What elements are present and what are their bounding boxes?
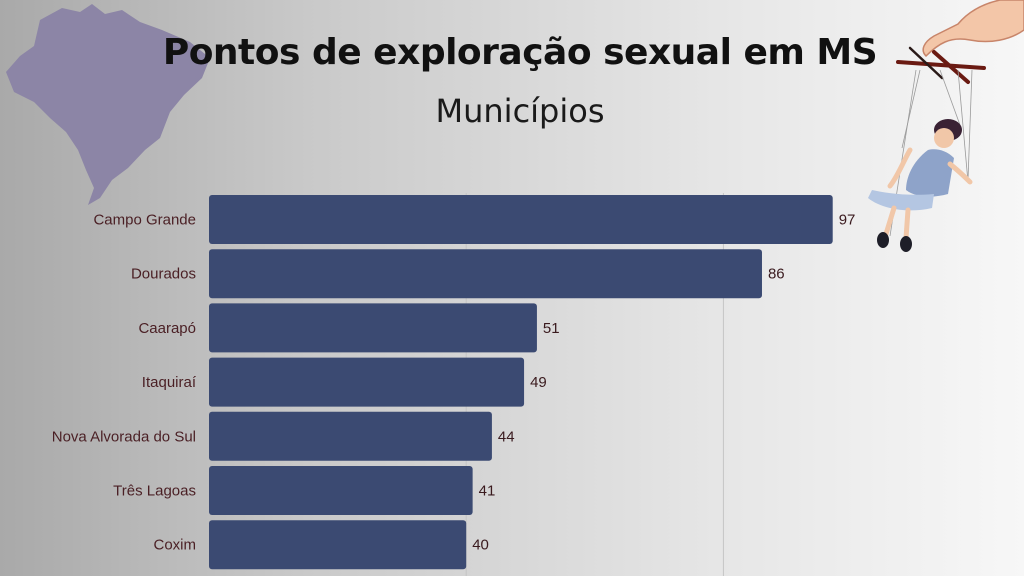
category-label-4: Nova Alvorada do Sul <box>52 428 196 445</box>
value-label-2: 51 <box>543 320 560 337</box>
bar-0 <box>209 195 833 244</box>
value-label-5: 41 <box>479 483 496 500</box>
value-label-3: 49 <box>530 374 547 391</box>
value-label-4: 44 <box>498 428 515 445</box>
bar-3 <box>209 357 525 407</box>
bar-2 <box>209 303 537 353</box>
value-label-1: 86 <box>768 266 785 283</box>
puppet-girl-on-strings-icon <box>868 0 1024 252</box>
bar-1 <box>209 249 762 299</box>
category-label-1: Dourados <box>131 266 196 283</box>
category-label-5: Três Lagoas <box>113 483 196 500</box>
category-label-2: Caarapó <box>138 320 196 337</box>
value-label-0: 97 <box>839 212 856 229</box>
chart-title: Pontos de exploração sexual em MS <box>162 32 878 73</box>
brazil-map-shape <box>6 4 210 205</box>
chart-bars <box>209 195 833 570</box>
category-label-6: Coxim <box>153 537 196 554</box>
brazil-map-icon <box>6 4 210 205</box>
category-label-3: Itaquiraí <box>142 374 197 391</box>
bar-4 <box>209 411 492 461</box>
value-label-6: 40 <box>472 537 489 554</box>
chart-category-labels: Campo Grande Dourados Caarapó Itaquiraí Nova… <box>52 212 197 554</box>
category-label-0: Campo Grande <box>93 212 196 229</box>
bar-6 <box>209 520 467 570</box>
bar-5 <box>209 466 473 515</box>
chart-value-labels: 97 86 51 49 44 41 40 <box>472 212 855 554</box>
chart-subtitle: Municípios <box>435 92 605 130</box>
